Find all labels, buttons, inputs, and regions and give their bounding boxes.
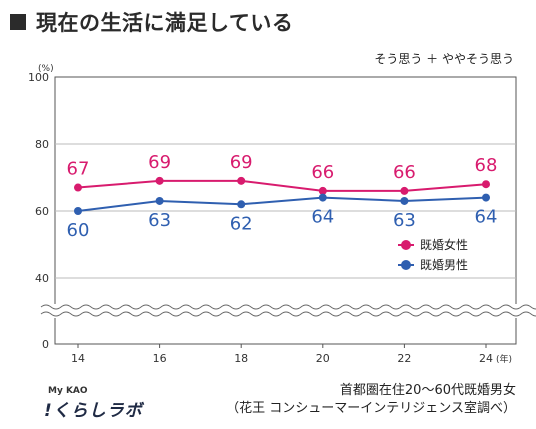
data-point (237, 176, 246, 185)
legend-label: 既婚女性 (420, 237, 468, 252)
data-point (74, 207, 82, 215)
y-tick-label: 100 (28, 71, 49, 84)
x-tick-label: 16 (153, 352, 167, 365)
x-unit-label: (年) (496, 353, 512, 365)
axis-break-line (40, 311, 536, 317)
y-tick-label: 0 (42, 338, 49, 351)
data-label: 60 (67, 220, 90, 241)
x-tick-label: 14 (71, 352, 85, 365)
axis-break-line (40, 304, 536, 310)
data-label: 66 (311, 162, 334, 183)
y-unit-label: (%) (38, 64, 54, 74)
data-label: 69 (230, 152, 253, 173)
data-point (318, 186, 327, 195)
line-chart: 0 40 60 80 100 (%) 14 16 18 20 22 24 (年) 67 69 69 66 66 68… (0, 60, 536, 378)
title-block: 現在の生活に満足している (10, 8, 293, 36)
source-line-2: （花王 コンシューマーインテリジェンス室調べ） (226, 401, 516, 416)
source-line-1: 首都圏在住20～60代既婚男女 (339, 383, 516, 398)
legend-marker (401, 260, 411, 270)
series-line (77, 179, 487, 192)
data-point (400, 186, 409, 195)
chart-title: 現在の生活に満足している (36, 11, 294, 35)
data-point (318, 193, 327, 202)
data-label: 63 (393, 210, 416, 231)
data-label: 68 (475, 155, 498, 176)
x-tick-label: 18 (234, 352, 248, 365)
y-tick-label: 60 (35, 205, 49, 218)
data-point (155, 196, 164, 205)
data-point (237, 200, 246, 209)
series-line (77, 196, 487, 212)
data-label: 64 (475, 207, 498, 228)
source-note: 首都圏在住20～60代既婚男女 （花王 コンシューマーインテリジェンス室調べ） (226, 382, 516, 418)
y-tick-label: 40 (35, 272, 49, 285)
legend-marker (401, 240, 411, 250)
data-point (400, 196, 409, 205)
chart-svg: 0 40 60 80 100(%) 14 16 18 20 22 24 (年) 67 69 69 66 66 68… (28, 64, 536, 365)
data-point (155, 176, 164, 185)
data-label: 69 (148, 152, 171, 173)
brand-logo: My KAO !くらしラボ (44, 386, 143, 421)
data-label: 64 (311, 207, 334, 228)
response-note: そう思う ＋ ややそう思う (374, 52, 514, 66)
x-tick-label: 20 (316, 352, 330, 365)
data-point (482, 180, 490, 189)
legend-label: 既婚男性 (420, 258, 468, 272)
y-tick-label: 80 (35, 138, 49, 151)
data-label: 62 (230, 213, 253, 234)
logo-top-text: My KAO (48, 386, 88, 396)
x-tick-label: 22 (397, 352, 411, 365)
data-label: 67 (67, 159, 90, 180)
data-point (482, 193, 490, 202)
data-label: 66 (393, 162, 416, 183)
axis-break-mask (41, 304, 522, 318)
title-square-icon (10, 14, 26, 30)
data-point (74, 183, 82, 192)
logo-bottom-text: !くらしラボ (44, 401, 143, 421)
x-tick-label: 24 (479, 352, 493, 365)
data-label: 63 (148, 210, 171, 231)
